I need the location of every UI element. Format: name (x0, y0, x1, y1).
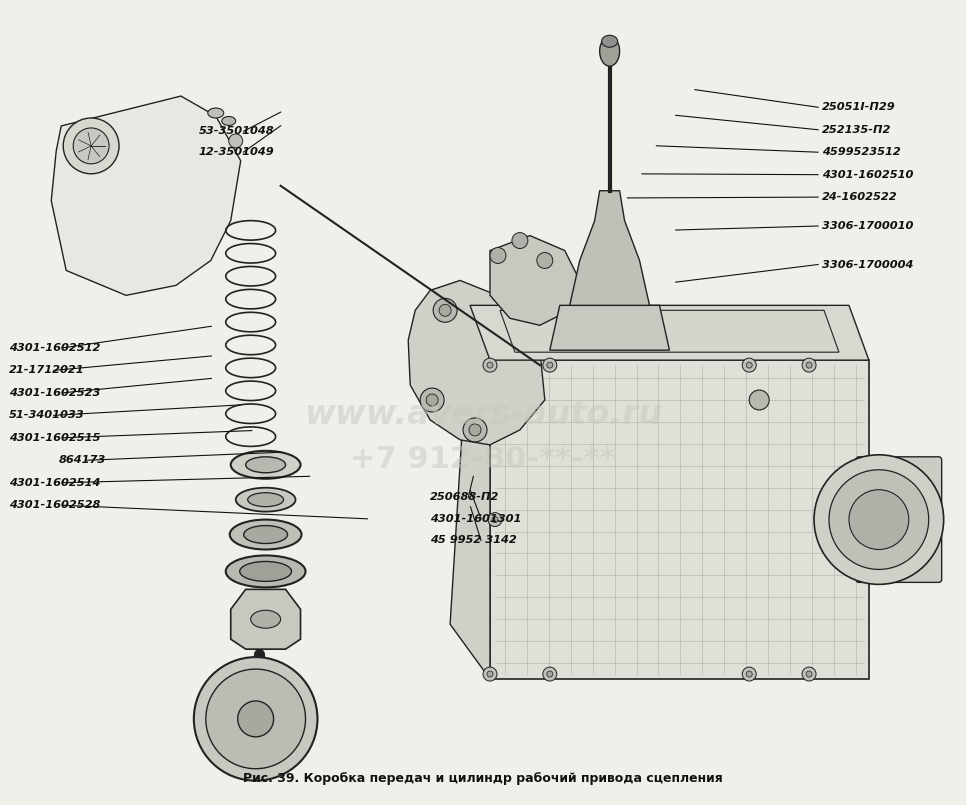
Ellipse shape (230, 519, 301, 550)
Circle shape (849, 489, 909, 550)
Circle shape (747, 671, 753, 677)
Circle shape (469, 424, 481, 436)
Text: +7 912-80-**-**: +7 912-80-**-** (351, 445, 615, 474)
Circle shape (543, 667, 556, 681)
Polygon shape (550, 305, 669, 350)
Circle shape (206, 669, 305, 769)
Circle shape (463, 418, 487, 442)
Ellipse shape (226, 555, 305, 588)
Circle shape (547, 671, 553, 677)
Ellipse shape (600, 36, 619, 66)
Polygon shape (490, 236, 580, 325)
Circle shape (806, 362, 812, 368)
Text: 3306-1700004: 3306-1700004 (822, 259, 914, 270)
Circle shape (483, 358, 497, 372)
Ellipse shape (250, 610, 280, 628)
Circle shape (802, 667, 816, 681)
Polygon shape (500, 310, 839, 352)
Circle shape (537, 253, 553, 268)
Polygon shape (450, 305, 490, 679)
Text: Рис. 39. Коробка передач и цилиндр рабочий привода сцепления: Рис. 39. Коробка передач и цилиндр рабоч… (243, 772, 723, 785)
Polygon shape (409, 280, 545, 445)
Text: 4301-1602515: 4301-1602515 (9, 433, 100, 443)
Circle shape (814, 455, 944, 584)
Ellipse shape (243, 526, 288, 543)
Circle shape (750, 390, 769, 410)
Polygon shape (231, 589, 300, 649)
Circle shape (747, 362, 753, 368)
Text: 51-3401033: 51-3401033 (9, 411, 85, 420)
Circle shape (490, 247, 506, 263)
Circle shape (512, 233, 527, 249)
Text: 4301-1602510: 4301-1602510 (822, 170, 914, 180)
Ellipse shape (245, 456, 286, 473)
Circle shape (420, 388, 444, 412)
Circle shape (492, 517, 497, 522)
Circle shape (433, 299, 457, 322)
Text: 250688-П2: 250688-П2 (430, 492, 499, 502)
Circle shape (742, 667, 756, 681)
Polygon shape (570, 191, 649, 305)
Circle shape (440, 304, 451, 316)
Circle shape (63, 118, 119, 174)
Circle shape (194, 657, 318, 781)
Polygon shape (470, 305, 868, 360)
Ellipse shape (231, 451, 300, 479)
Polygon shape (490, 360, 868, 679)
Circle shape (829, 470, 928, 569)
Text: 252135-П2: 252135-П2 (822, 125, 892, 134)
Circle shape (483, 667, 497, 681)
Text: 4599523512: 4599523512 (822, 147, 901, 157)
Ellipse shape (208, 108, 224, 118)
Text: 25051I-П29: 25051I-П29 (822, 102, 895, 112)
Ellipse shape (247, 493, 284, 506)
Ellipse shape (240, 561, 292, 581)
Text: 45 9952 3142: 45 9952 3142 (430, 535, 517, 546)
Circle shape (543, 358, 556, 372)
Circle shape (238, 701, 273, 737)
Ellipse shape (602, 35, 617, 47)
Polygon shape (51, 96, 241, 295)
Text: 21-1712021: 21-1712021 (9, 365, 85, 375)
Text: 864173: 864173 (59, 456, 106, 465)
Circle shape (487, 362, 493, 368)
Text: 3306-1700010: 3306-1700010 (822, 221, 914, 231)
Text: www.avers-auto.ru: www.avers-auto.ru (304, 398, 662, 431)
Text: 12-3501049: 12-3501049 (199, 147, 274, 157)
Circle shape (547, 362, 553, 368)
Circle shape (802, 358, 816, 372)
FancyBboxPatch shape (856, 456, 942, 582)
Circle shape (806, 671, 812, 677)
Ellipse shape (222, 117, 236, 126)
Circle shape (487, 671, 493, 677)
Ellipse shape (236, 488, 296, 512)
Circle shape (742, 358, 756, 372)
Text: 4301-1602523: 4301-1602523 (9, 388, 100, 398)
Circle shape (229, 134, 242, 148)
Text: 4301-1602514: 4301-1602514 (9, 477, 100, 488)
Circle shape (73, 128, 109, 164)
Text: 4301-1602512: 4301-1602512 (9, 343, 100, 353)
Text: 4301-1601301: 4301-1601301 (430, 514, 522, 524)
Text: 53-3501048: 53-3501048 (199, 126, 274, 136)
Circle shape (426, 394, 439, 406)
Text: 4301-1602528: 4301-1602528 (9, 500, 100, 510)
Text: 24-1602522: 24-1602522 (822, 192, 897, 202)
Circle shape (488, 513, 502, 526)
